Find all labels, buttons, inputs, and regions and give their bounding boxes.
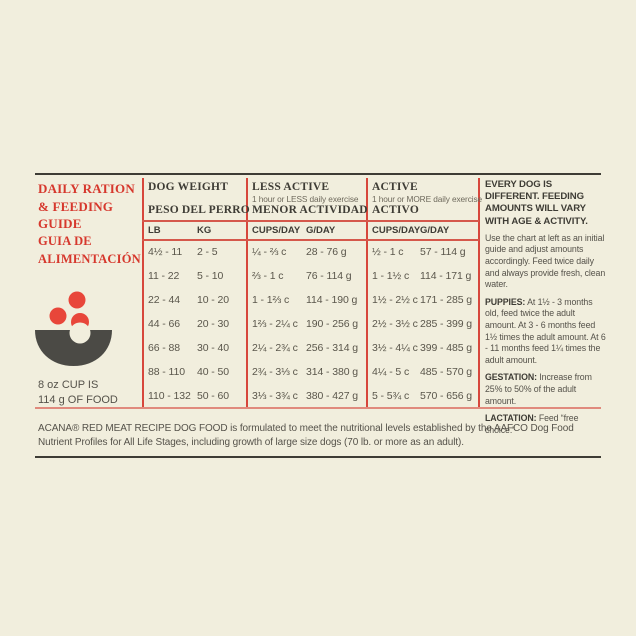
table-cell: 4¼ - 5 c [372,366,410,378]
table-cell: 20 - 30 [197,318,229,330]
table-cell: 2 - 5 [197,246,218,258]
table-cell: 114 - 171 g [420,270,472,282]
unit-label-lb: LB [148,225,161,236]
table-cell: 2¾ - 3⅓ c [252,366,298,378]
advice-gestation-text: Increase from 25% to 50% of the adult am… [485,372,592,406]
table-cell: 22 - 44 [148,294,180,306]
table-cell: 50 - 60 [197,390,229,402]
table-cell: 1½ - 2½ c [372,294,418,306]
table-cell: 256 - 314 g [306,342,359,354]
table-cell: 114 - 190 g [306,294,358,306]
table-cell: 4½ - 11 [148,246,183,258]
table-cell: 44 - 66 [148,318,180,330]
top-rule [35,173,601,175]
column-divider [478,178,480,408]
units-rule [142,239,479,241]
bottom-rule [35,456,601,458]
advice-puppies: PUPPIES: At 1½ - 3 months old, feed twic… [485,297,608,367]
table-cell: 30 - 40 [197,342,229,354]
table-cell: 190 - 256 g [306,318,359,330]
advice-lactation-text: Feed “free choice.” [485,413,579,435]
unit-label-less-cups: CUPS/DAY [252,225,301,236]
aafco-footnote: ACANA® RED MEAT RECIPE DOG FOOD is formu… [38,423,574,448]
column-divider [246,178,248,408]
table-cell: 3½ - 4¼ c [372,342,418,354]
feeding-advice-panel: EVERY DOG IS DIFFERENT. FEEDING AMOUNTS … [485,179,608,442]
table-cell: 5 - 10 [197,270,224,282]
unit-label-kg: KG [197,225,212,236]
panel-title-en: DAILY RATION & FEEDING GUIDE [38,181,135,231]
cup-note-line2: 114 g OF FOOD [38,393,118,406]
advice-puppies-text: At 1½ - 3 months old, feed twice the adu… [485,296,606,365]
cup-note: 8 oz CUP IS 114 g OF FOOD [38,378,148,407]
table-cell: 3⅓ - 3¾ c [252,390,298,402]
table-cell: 5 - 5¾ c [372,390,410,402]
col-header-es-menor: MENOR ACTIVIDAD [252,204,368,216]
advice-puppies-label: PUPPIES: [485,296,526,307]
cup-note-line1: 8 oz CUP IS [38,379,99,391]
col-subtitle-less-active: 1 hour or LESS daily exercise [252,194,359,204]
col-subtitle-active: 1 hour or MORE daily exercise [372,194,483,204]
table-cell: 570 - 656 g [420,390,473,402]
table-cell: 76 - 114 g [306,270,352,282]
bowl-with-kibble-icon [35,288,115,370]
table-cell: 485 - 570 g [420,366,473,378]
table-cell: 380 - 427 g [306,390,359,402]
col-header-dog-weight: DOG WEIGHT [148,181,229,193]
col-header-es-peso: PESO DEL PERRO [148,204,250,216]
col-header-less-active: LESS ACTIVE [252,181,330,193]
panel-title-es: GUIA DE ALIMENTACIÓN [38,234,141,266]
table-cell: ¼ - ⅔ c [252,246,287,258]
column-divider [366,178,368,408]
advice-lactation-label: LACTATION: [485,413,537,424]
table-cell: 57 - 114 g [420,246,466,258]
table-cell: 1⅔ - 2¼ c [252,318,298,330]
advice-headline: EVERY DOG IS DIFFERENT. FEEDING AMOUNTS … [485,179,588,227]
table-cell: ⅔ - 1 c [252,270,284,282]
table-cell: 110 - 132 [148,390,191,402]
advice-lactation: LACTATION: Feed “free choice.” [485,413,608,436]
unit-label-active-g: G/DAY [420,225,450,236]
header-rule [142,220,479,222]
column-divider [142,178,144,408]
table-cell: 171 - 285 g [420,294,473,306]
col-header-es-activo: ACTIVO [372,204,419,216]
table-cell: 11 - 22 [148,270,180,282]
col-header-active: ACTIVE [372,181,418,193]
table-cell: 2½ - 3½ c [372,318,418,330]
table-cell: 314 - 380 g [306,366,359,378]
table-cell: 399 - 485 g [420,342,473,354]
table-cell: 285 - 399 g [420,318,473,330]
table-cell: 1 - 1⅔ c [252,294,290,306]
table-cell: 88 - 110 [148,366,185,378]
advice-gestation: GESTATION: Increase from 25% to 50% of t… [485,372,608,407]
advice-gestation-label: GESTATION: [485,372,537,383]
advice-intro: Use the chart at left as an initial guid… [485,232,606,290]
table-cell: 2¼ - 2¾ c [252,342,298,354]
table-cell: 66 - 88 [148,342,180,354]
unit-label-less-g: G/DAY [306,225,336,236]
table-cell: 28 - 76 g [306,246,347,258]
table-cell: 40 - 50 [197,366,229,378]
table-cell: 10 - 20 [197,294,229,306]
table-bottom-rule [35,407,601,409]
unit-label-active-cups: CUPS/DAY [372,225,421,236]
table-cell: 1 - 1½ c [372,270,410,282]
table-cell: ½ - 1 c [372,246,404,258]
